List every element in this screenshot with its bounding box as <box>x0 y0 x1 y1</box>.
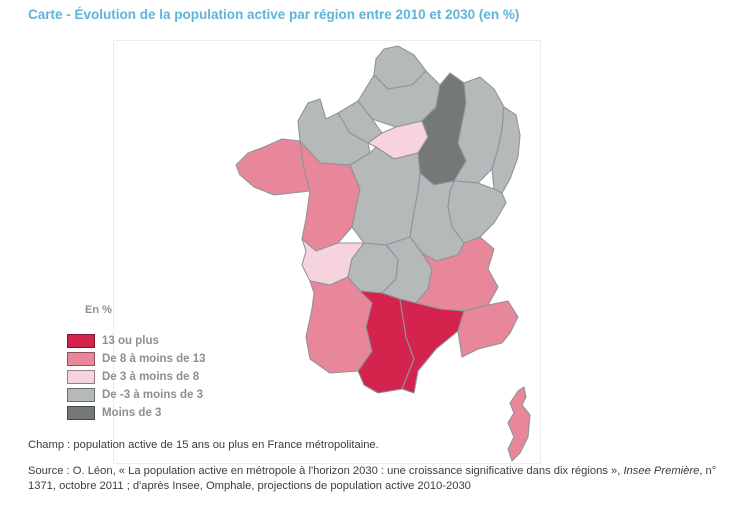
region-lorraine <box>453 76 505 184</box>
legend-item: De -3 à moins de 3 <box>67 386 206 404</box>
source-note: Source : O. Léon, « La population active… <box>28 464 728 494</box>
source-text-suffix: , n° 1371, octobre 2011 ; d'après Insee,… <box>28 465 717 492</box>
region-rhone-alpes <box>415 236 499 312</box>
region-bretagne <box>235 138 311 196</box>
legend-swatch <box>67 370 95 384</box>
map-legend: En % 13 ou plus De 8 à moins de 13 De 3 à … <box>67 304 206 422</box>
legend-swatch <box>67 334 95 348</box>
legend-swatch <box>67 388 95 402</box>
france-choropleth-map <box>235 45 531 462</box>
region-languedoc-roussillon <box>399 298 465 394</box>
champ-note: Champ : population active de 15 ans ou p… <box>28 439 379 451</box>
legend-item: 13 ou plus <box>67 332 206 350</box>
page-title: Carte - Évolution de la population activ… <box>28 7 520 22</box>
legend-items: 13 ou plus De 8 à moins de 13 De 3 à moins… <box>67 332 206 422</box>
map-figure <box>113 40 541 464</box>
legend-item-label: De -3 à moins de 3 <box>102 389 203 401</box>
source-text-italic: Insee Première <box>623 465 700 477</box>
region-basse-normandie <box>297 98 371 166</box>
legend-item: De 3 à moins de 8 <box>67 368 206 386</box>
legend-title: En % <box>85 304 112 316</box>
legend-item-label: Moins de 3 <box>102 407 162 419</box>
legend-item-label: De 3 à moins de 8 <box>102 371 200 383</box>
region-provence-alpes-cote-d-azur <box>457 300 519 358</box>
source-text-prefix: Source : O. Léon, « La population active… <box>28 465 624 477</box>
legend-item: De 8 à moins de 13 <box>67 350 206 368</box>
legend-swatch <box>67 406 95 420</box>
legend-item: Moins de 3 <box>67 404 206 422</box>
region-centre <box>349 146 421 246</box>
legend-item-label: 13 ou plus <box>102 335 159 347</box>
legend-item-label: De 8 à moins de 13 <box>102 353 206 365</box>
legend-swatch <box>67 352 95 366</box>
region-corse <box>507 386 531 462</box>
